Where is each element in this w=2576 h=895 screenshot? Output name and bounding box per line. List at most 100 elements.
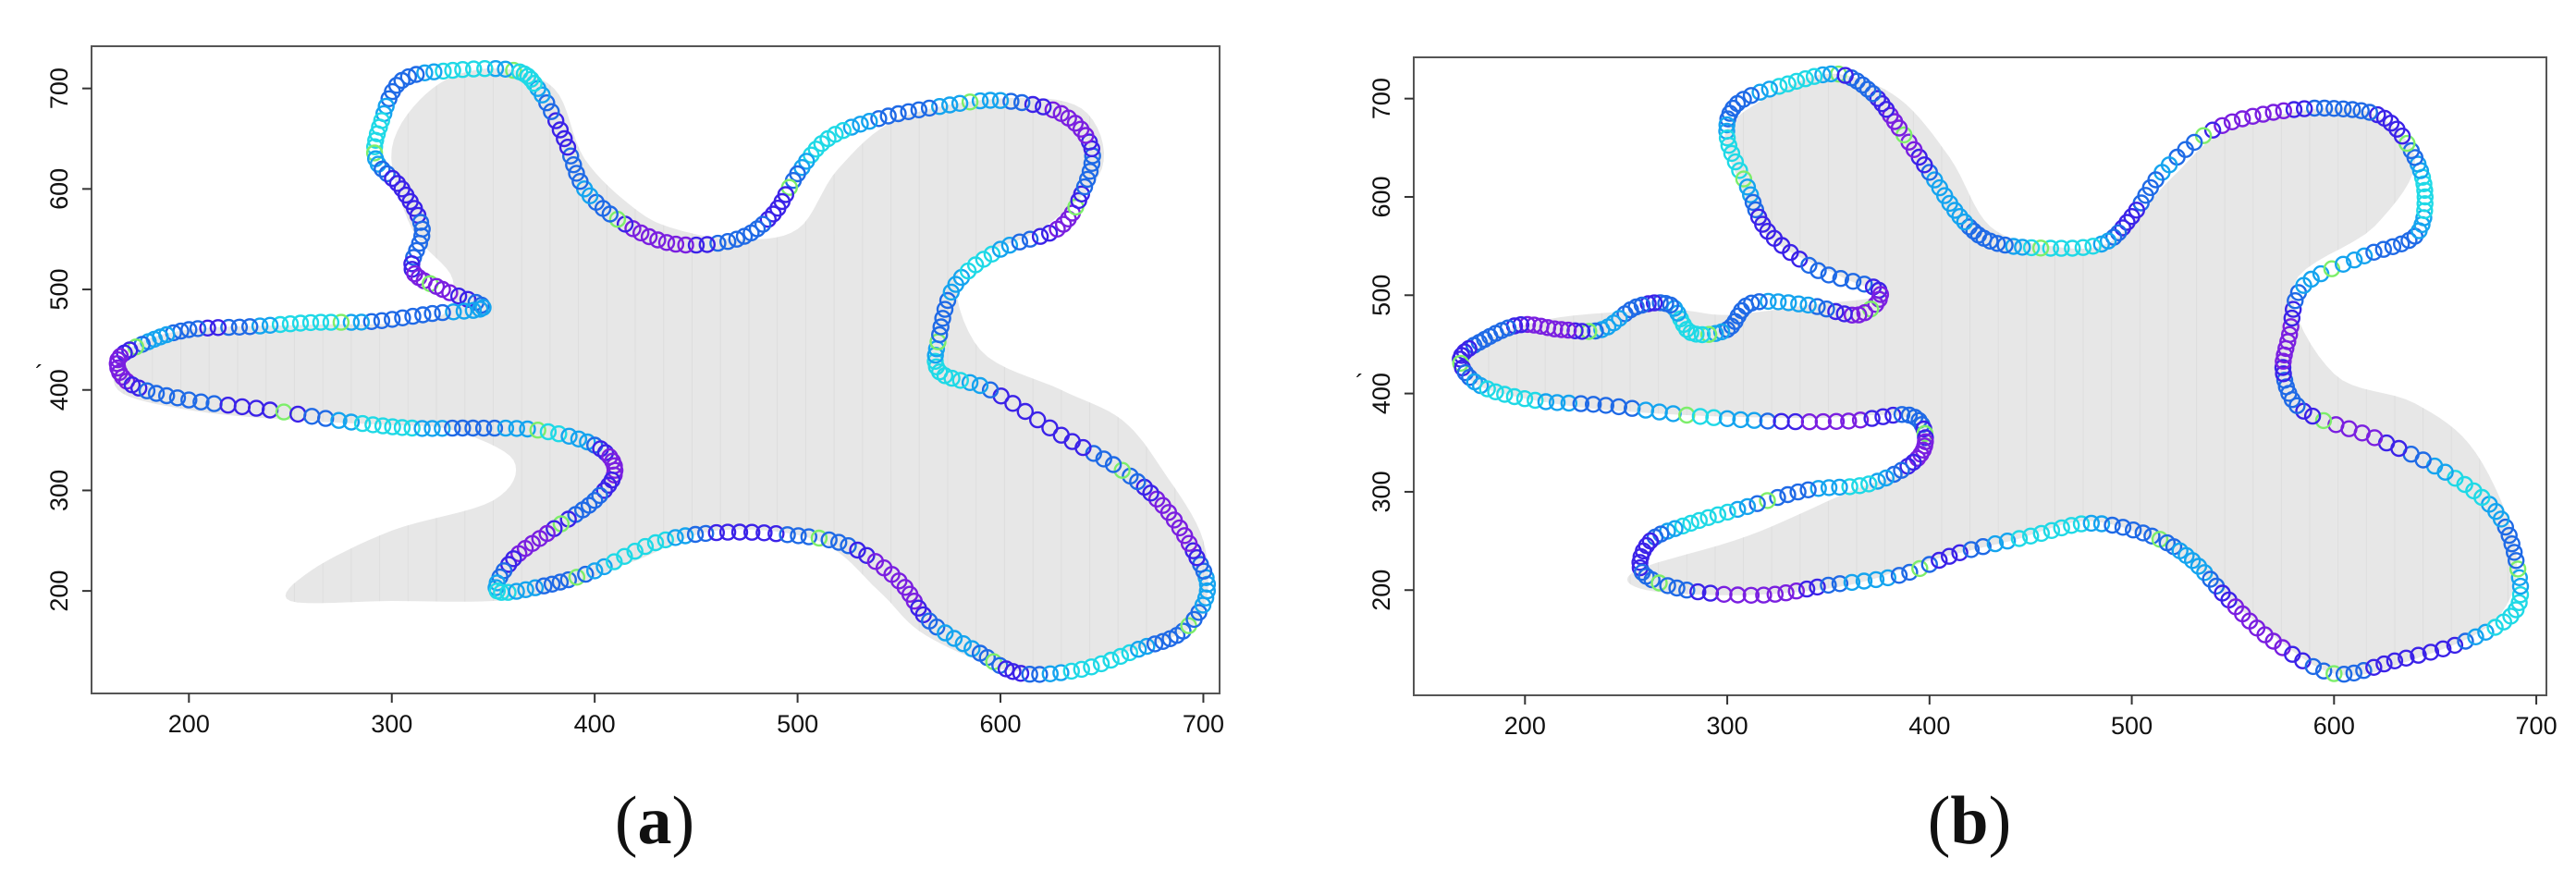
panel-a-boundary-point <box>558 138 577 156</box>
panel-a-boundary-point <box>543 103 560 120</box>
panel-a-boundary-point <box>677 527 694 545</box>
panel-a-boundary-point <box>384 311 401 328</box>
panel-a-boundary-point <box>547 112 565 129</box>
panel-b-boundary-point <box>1659 577 1676 595</box>
panel-b-boundary-point <box>1742 586 1760 604</box>
panel-b-boundary-point <box>2345 251 2363 269</box>
panel-b-boundary-point <box>1864 85 1882 103</box>
panel-b-boundary-point <box>2109 224 2128 242</box>
panel-a-boundary-point <box>735 227 754 245</box>
panel-a-boundary-point <box>261 316 279 334</box>
panel-a-boundary-point <box>199 319 216 337</box>
panel-b-boundary-point <box>2510 594 2528 611</box>
panel-b-boundary-point <box>2031 239 2050 257</box>
panel-b-boundary-point <box>1729 500 1747 519</box>
panel-a-boundary-point <box>1062 662 1081 680</box>
panel-b-plot-area <box>1452 65 2530 683</box>
panel-b-boundary-point <box>2223 113 2241 131</box>
panel-b-boundary-point <box>2511 586 2530 604</box>
panel-b-boundary-point <box>2355 662 2373 680</box>
panel-b-boundary-point <box>1835 305 1853 323</box>
panel-a-boundary-point <box>920 99 938 117</box>
panel-a-boundary-point <box>840 537 857 555</box>
panel-b-boundary-point <box>1777 584 1795 602</box>
panel-a-boundary-point <box>352 313 370 331</box>
panel-b-boundary-point <box>2021 527 2040 545</box>
panel-a-boundary-point <box>852 116 869 133</box>
panel-b-boundary-point <box>1666 520 1684 537</box>
panel-a-boundary-point <box>1113 461 1131 479</box>
panel-b-boundary-point <box>1707 325 1724 342</box>
panel-b-y-tick-label: 300 <box>1368 471 1395 512</box>
panel-a-boundary-point <box>1021 230 1039 248</box>
panel-b-boundary-point <box>2282 318 2300 336</box>
panel-a-boundary-point <box>1004 663 1022 680</box>
panel-b-boundary-point <box>1820 479 1838 497</box>
panel-a-boundary-point <box>849 541 866 559</box>
panel-a-boundary-point <box>834 121 852 140</box>
panel-a-boundary-point <box>936 300 954 318</box>
panel-b-boundary-point <box>1525 316 1543 334</box>
panel-a-y-tick-label: 700 <box>45 67 73 109</box>
panel-b-boundary-point <box>1760 292 1777 311</box>
panel-a-boundary-point <box>551 573 570 591</box>
panel-b-boundary-point <box>1877 469 1895 487</box>
panel-b-boundary-point <box>1665 300 1684 317</box>
panel-b-boundary-point <box>2042 521 2061 539</box>
panel-b-caption: (b) <box>1928 783 2011 859</box>
panel-b-boundary-point <box>1505 387 1524 406</box>
panel-a-boundary-point <box>1072 120 1090 138</box>
panel-a-boundary-point <box>765 205 782 223</box>
panel-b-boundary-point <box>1820 576 1837 595</box>
panel-b-boundary-point <box>1867 570 1885 589</box>
panel-b-boundary-point <box>1856 276 1873 293</box>
panel-b-boundary-point <box>1723 144 1741 163</box>
panel-a-x-tick-label: 300 <box>371 710 412 738</box>
panel-b-boundary-point <box>1720 136 1738 154</box>
panel-a-boundary-point <box>425 63 443 80</box>
panel-b-boundary-point <box>2374 240 2393 258</box>
panel-b-y-tick-label: 400 <box>1368 373 1395 414</box>
panel-b-boundary-point <box>1527 391 1544 410</box>
panel-b-boundary-point <box>1869 90 1887 107</box>
panel-b-y-tick-label: 600 <box>1368 176 1395 217</box>
panel-a-boundary-point <box>403 255 421 273</box>
panel-a-y-tick-label: 400 <box>45 369 73 411</box>
panel-a-boundary-point <box>1081 163 1099 180</box>
panel-a-y-tick-label: 300 <box>45 470 73 511</box>
panel-a-boundary-point <box>697 524 715 543</box>
panel-a-boundary-point <box>444 419 461 437</box>
panel-b-boundary-point <box>2457 632 2474 650</box>
panel-a-boundary-point <box>698 236 716 253</box>
panel-a-boundary-point <box>404 307 422 325</box>
panel-a-plot-area <box>108 59 1217 683</box>
panel-b-boundary-point <box>1809 578 1826 596</box>
panel-a-boundary-point <box>342 413 361 431</box>
panel-b-boundary-point <box>2264 104 2282 121</box>
panel-b-boundary-point <box>1718 129 1736 147</box>
panel-a-caption-letter: a <box>638 783 672 859</box>
panel-a-boundary-point <box>180 321 198 338</box>
panel-b-boundary-point <box>2005 238 2022 255</box>
panel-a-boundary-point <box>1000 237 1019 254</box>
panel-b-y-tick-label: 200 <box>1368 570 1395 611</box>
panel-a-boundary-point <box>820 531 838 549</box>
panel-b-region-fill <box>1464 73 2517 676</box>
panel-b-boundary-point <box>1738 178 1757 196</box>
panel-b-boundary-point <box>1650 574 1668 592</box>
panel-b-boundary-point <box>2510 569 2529 586</box>
panel-a-boundary-point <box>129 379 148 397</box>
panel-b-boundary-point <box>1723 317 1741 335</box>
panel-b-boundary-point <box>1699 325 1718 343</box>
panel-b-boundary-point <box>1787 72 1806 91</box>
panel-b-boundary-point <box>1693 325 1711 344</box>
panel-a-boundary-point <box>388 175 407 192</box>
panel-b-boundary-point <box>1890 567 1908 584</box>
panel-a-boundary-point <box>342 313 361 331</box>
panel-b-boundary-point <box>2275 102 2293 120</box>
panel-a-boundary-point <box>571 172 589 190</box>
panel-b-boundary-point <box>2511 577 2530 595</box>
panel-a-boundary-point <box>413 420 431 437</box>
panel-a-boundary-point <box>1031 227 1049 245</box>
panel-b-boundary-point <box>1789 483 1807 501</box>
